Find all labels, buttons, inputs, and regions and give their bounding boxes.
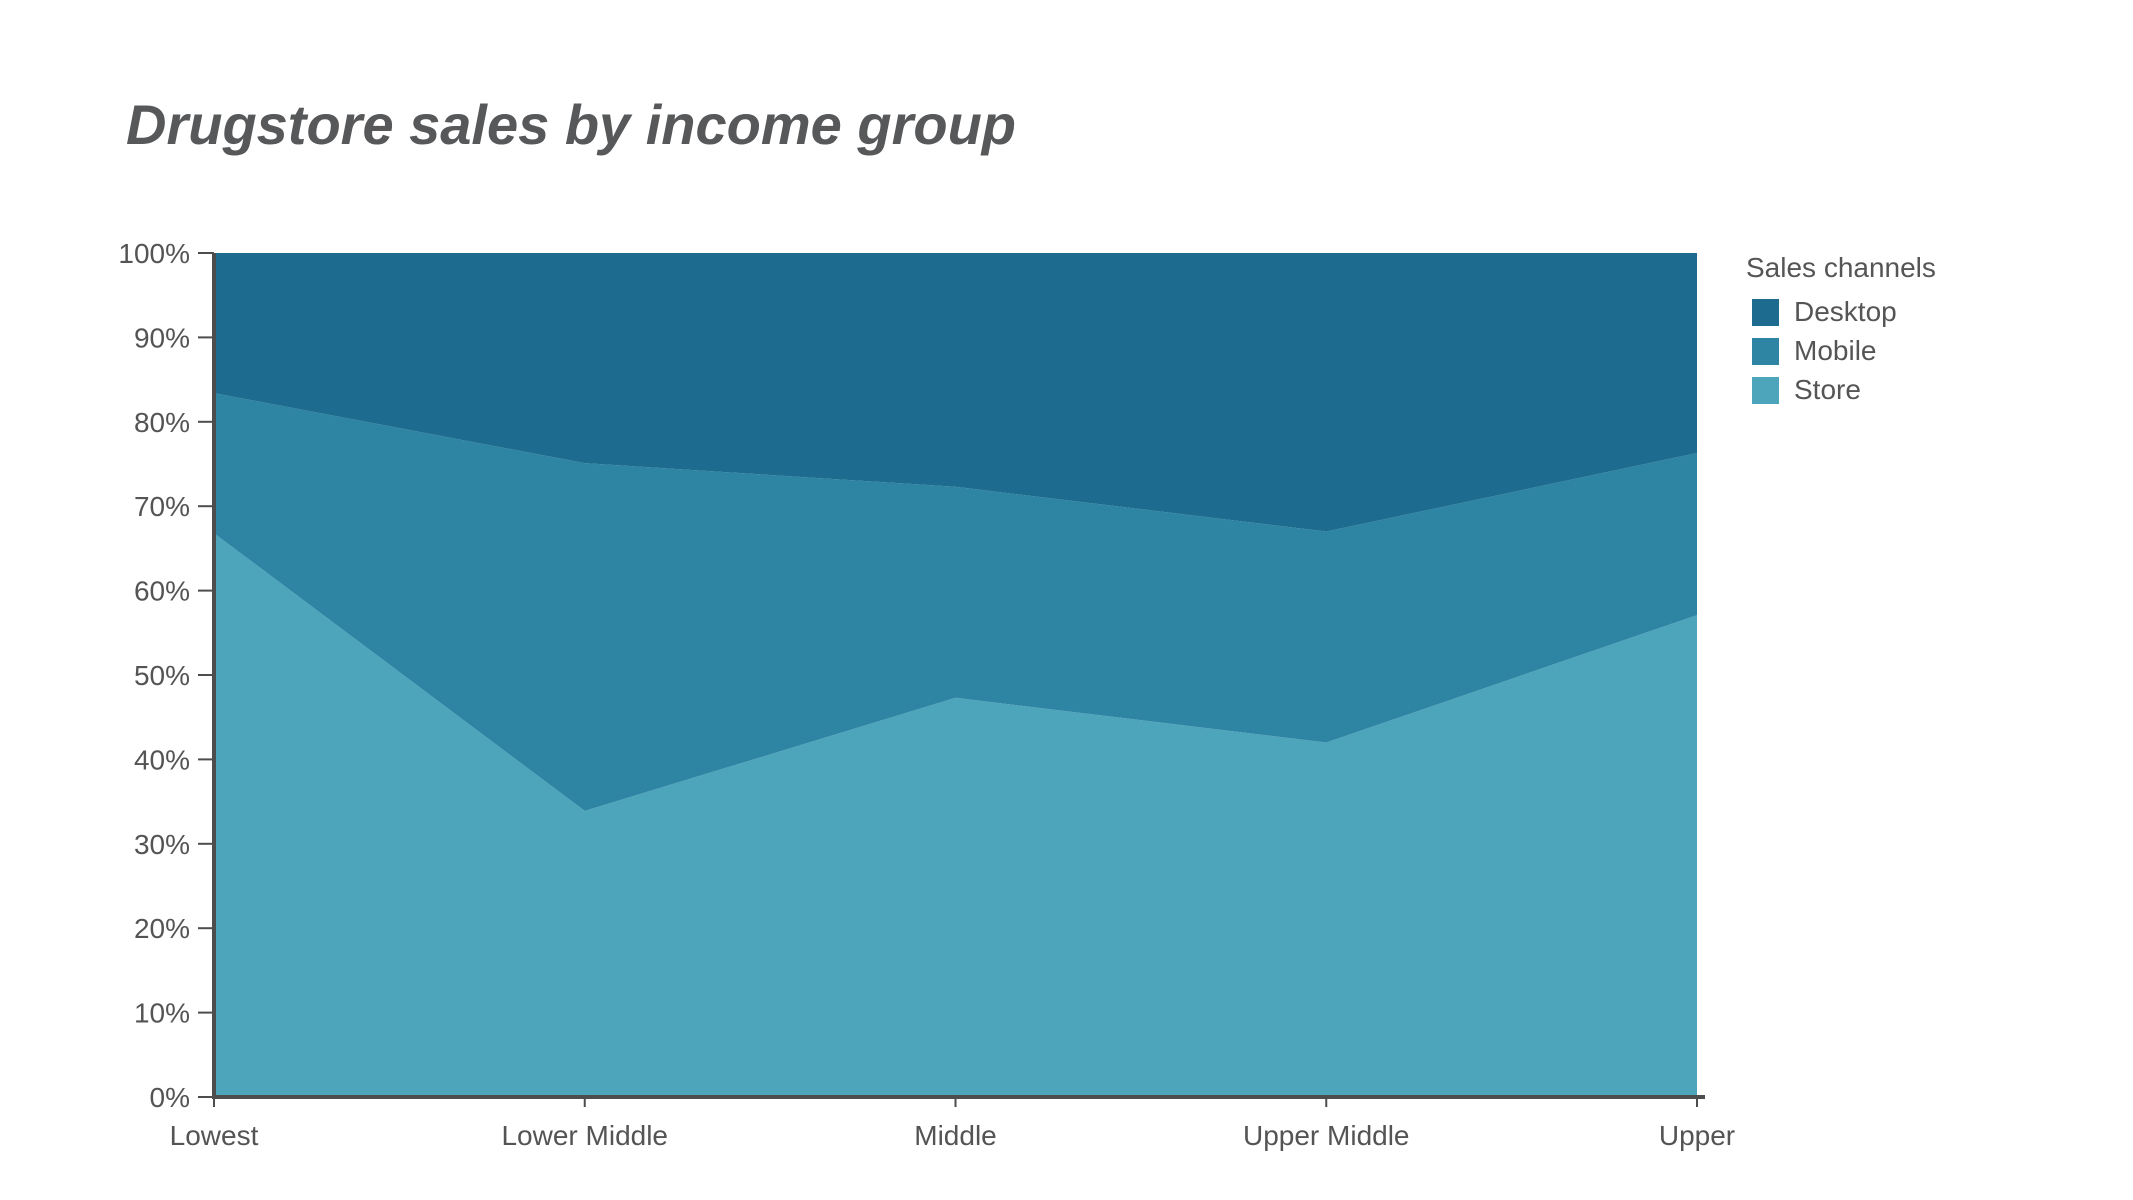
- y-tick-label: 0%: [150, 1082, 190, 1113]
- legend-items: Desktop Mobile Store: [1746, 298, 2086, 404]
- y-tick-label: 70%: [134, 491, 190, 522]
- y-tick-label: 50%: [134, 660, 190, 691]
- y-tick-label: 80%: [134, 407, 190, 438]
- y-tick-label: 20%: [134, 913, 190, 944]
- legend-item-desktop[interactable]: Desktop: [1746, 298, 2086, 326]
- y-tick-label: 60%: [134, 576, 190, 607]
- x-tick-label-lowest: Lowest: [170, 1120, 259, 1151]
- y-tick-label: 30%: [134, 829, 190, 860]
- x-tick-label-upper-middle: Upper Middle: [1243, 1120, 1410, 1151]
- y-tick-label: 10%: [134, 998, 190, 1029]
- legend-item-store[interactable]: Store: [1746, 376, 2086, 404]
- legend-item-mobile[interactable]: Mobile: [1746, 337, 2086, 365]
- area-desktop: [214, 253, 1697, 532]
- y-tick-label: 100%: [118, 238, 190, 269]
- legend: Sales channels Desktop Mobile Store: [1746, 252, 2086, 415]
- legend-swatch-mobile: [1752, 337, 1779, 365]
- x-tick-label-lower-middle: Lower Middle: [501, 1120, 668, 1151]
- legend-title: Sales channels: [1746, 252, 1936, 283]
- area-store: [214, 533, 1697, 1097]
- x-tick-label-upper: Upper: [1659, 1120, 1735, 1151]
- y-tick-label: 40%: [134, 744, 190, 775]
- chart-title: Drugstore sales by income group: [126, 93, 1016, 156]
- area-mobile: [214, 393, 1697, 811]
- legend-label: Desktop: [1794, 296, 1897, 327]
- legend-swatch-store: [1752, 376, 1779, 404]
- x-tick-label-middle: Middle: [914, 1120, 996, 1151]
- legend-swatch-desktop: [1752, 298, 1779, 326]
- legend-label: Mobile: [1794, 335, 1877, 366]
- legend-label: Store: [1794, 374, 1861, 405]
- y-tick-label: 90%: [134, 322, 190, 353]
